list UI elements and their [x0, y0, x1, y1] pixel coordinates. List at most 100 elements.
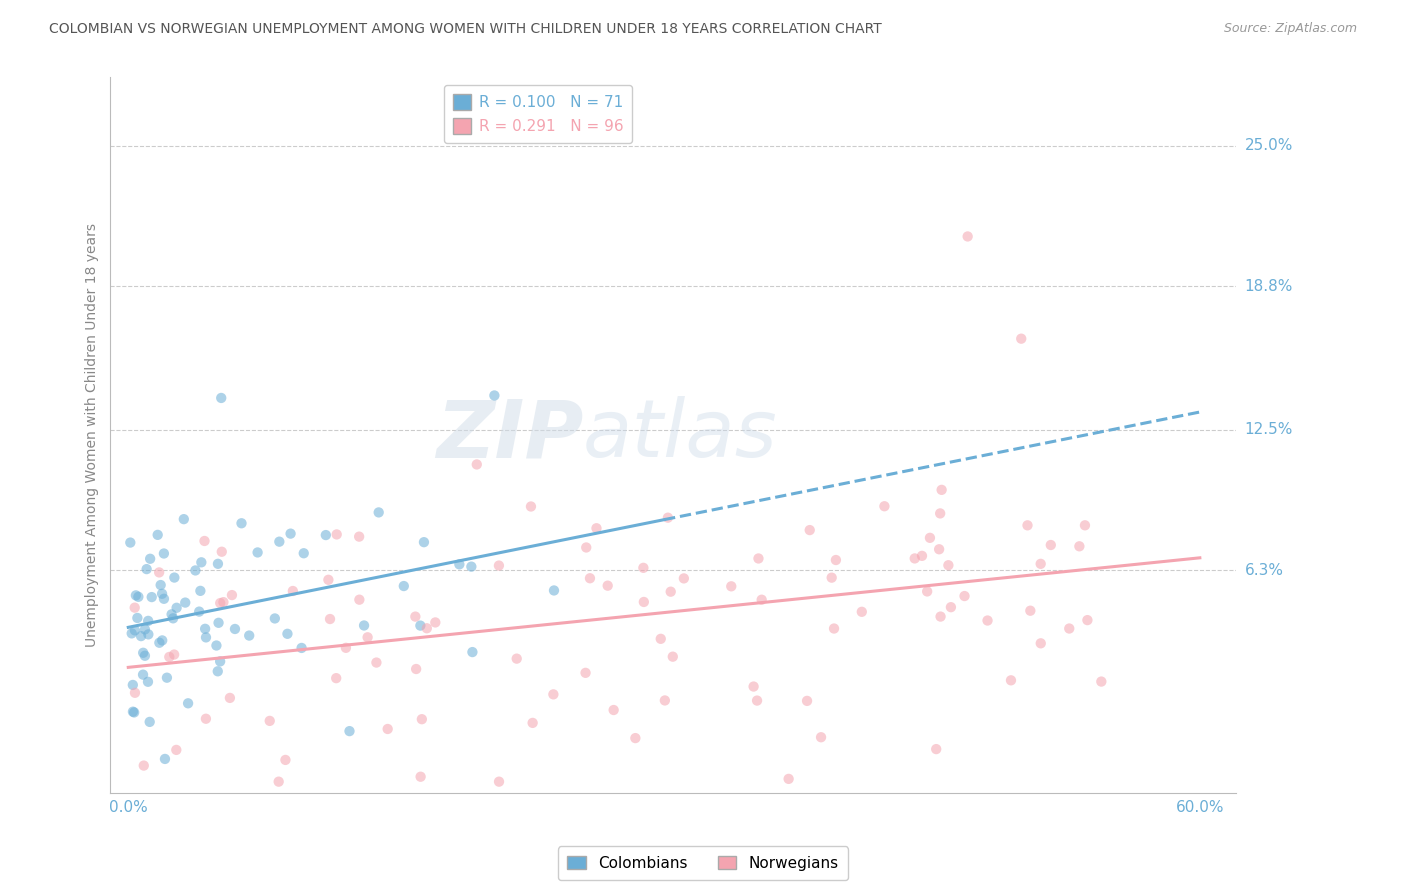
Point — [153, 547, 176, 561]
Point — [149, 578, 172, 592]
Point — [654, 693, 676, 707]
Point — [543, 687, 565, 701]
Point — [484, 388, 506, 402]
Point — [132, 667, 155, 681]
Legend: R = 0.100   N = 71, R = 0.291   N = 96: R = 0.100 N = 71, R = 0.291 N = 96 — [443, 85, 633, 143]
Text: atlas: atlas — [583, 396, 778, 475]
Point — [163, 570, 186, 584]
Point — [931, 483, 953, 497]
Point — [150, 633, 173, 648]
Point — [918, 531, 941, 545]
Text: 6.3%: 6.3% — [1244, 563, 1284, 578]
Point — [662, 649, 685, 664]
Point — [209, 391, 232, 405]
Point — [904, 551, 927, 566]
Point — [139, 551, 162, 566]
Point — [1010, 332, 1032, 346]
Point — [153, 591, 176, 606]
Point — [409, 770, 432, 784]
Text: 25.0%: 25.0% — [1244, 138, 1294, 153]
Point — [929, 609, 952, 624]
Point — [135, 562, 157, 576]
Point — [778, 772, 800, 786]
Point — [207, 665, 229, 679]
Point — [122, 705, 145, 719]
Point — [120, 535, 142, 549]
Point — [148, 566, 170, 580]
Point — [925, 742, 948, 756]
Point — [367, 505, 389, 519]
Point — [416, 621, 439, 635]
Point — [1029, 636, 1052, 650]
Point — [488, 558, 510, 573]
Point — [280, 526, 302, 541]
Text: 60.0%: 60.0% — [1175, 800, 1225, 814]
Y-axis label: Unemployment Among Women with Children Under 18 years: Unemployment Among Women with Children U… — [86, 223, 100, 648]
Point — [146, 528, 169, 542]
Point — [127, 611, 149, 625]
Point — [190, 555, 212, 569]
Point — [821, 571, 844, 585]
Point — [823, 622, 845, 636]
Point — [136, 614, 159, 628]
Point — [411, 712, 433, 726]
Point — [224, 622, 246, 636]
Point — [1076, 613, 1098, 627]
Point — [150, 587, 173, 601]
Point — [575, 541, 598, 555]
Point — [174, 596, 197, 610]
Point — [318, 573, 340, 587]
Text: Source: ZipAtlas.com: Source: ZipAtlas.com — [1223, 22, 1357, 36]
Point — [1017, 518, 1039, 533]
Point — [238, 629, 260, 643]
Point — [276, 627, 298, 641]
Point — [747, 551, 769, 566]
Point — [163, 648, 186, 662]
Point — [928, 542, 950, 557]
Point — [543, 583, 565, 598]
Point — [851, 605, 873, 619]
Point — [195, 631, 218, 645]
Point — [488, 774, 510, 789]
Text: COLOMBIAN VS NORWEGIAN UNEMPLOYMENT AMONG WOMEN WITH CHILDREN UNDER 18 YEARS COR: COLOMBIAN VS NORWEGIAN UNEMPLOYMENT AMON… — [49, 22, 882, 37]
Point — [672, 571, 695, 585]
Point — [939, 600, 962, 615]
Point — [405, 662, 427, 676]
Point — [449, 558, 471, 572]
Point — [1029, 557, 1052, 571]
Text: ZIP: ZIP — [436, 396, 583, 475]
Point — [579, 571, 602, 585]
Point — [325, 527, 347, 541]
Point — [461, 645, 484, 659]
Text: 0.0%: 0.0% — [108, 800, 148, 814]
Point — [404, 609, 426, 624]
Point — [211, 545, 233, 559]
Point — [929, 507, 952, 521]
Point — [976, 614, 998, 628]
Point — [938, 558, 960, 573]
Point — [356, 630, 378, 644]
Point — [246, 545, 269, 559]
Point — [193, 533, 215, 548]
Point — [207, 557, 229, 571]
Point — [291, 640, 314, 655]
Point — [212, 595, 235, 609]
Point — [353, 618, 375, 632]
Point — [624, 731, 647, 745]
Point — [267, 774, 290, 789]
Point — [1059, 622, 1081, 636]
Point — [1090, 674, 1112, 689]
Point — [810, 730, 832, 744]
Point — [121, 626, 143, 640]
Point — [184, 564, 207, 578]
Point — [657, 510, 679, 524]
Point — [125, 588, 148, 602]
Point — [520, 500, 543, 514]
Point — [413, 535, 436, 549]
Point — [165, 743, 187, 757]
Point — [911, 549, 934, 563]
Point — [349, 592, 371, 607]
Point — [274, 753, 297, 767]
Point — [574, 665, 596, 680]
Point — [953, 589, 976, 603]
